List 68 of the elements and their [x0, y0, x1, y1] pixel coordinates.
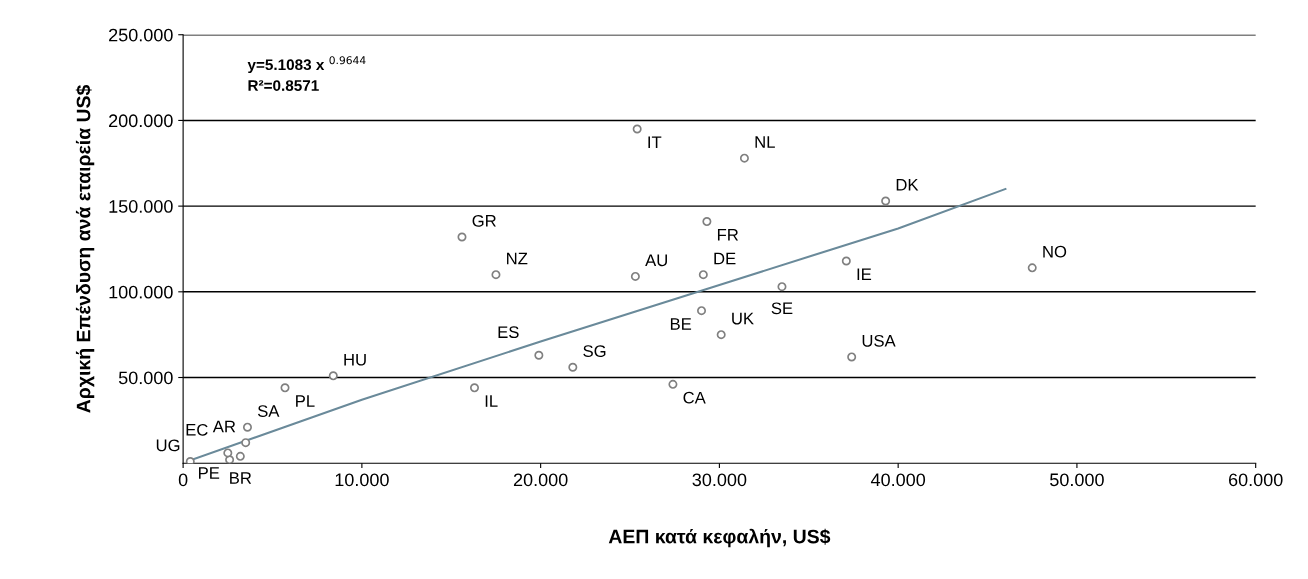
annotation: GR — [472, 214, 496, 227]
point — [534, 350, 544, 360]
point — [185, 456, 195, 464]
annotation: BE — [670, 318, 692, 330]
annotation: EC — [186, 423, 208, 436]
point — [716, 330, 726, 340]
point — [328, 371, 338, 381]
annotation: IL — [485, 395, 498, 407]
x-tick-label: 50.000 — [1050, 473, 1104, 487]
annotation: HU — [344, 353, 366, 366]
x-tick-label: 40.000 — [870, 473, 926, 487]
point — [630, 271, 640, 281]
point — [242, 422, 252, 432]
point — [847, 352, 857, 362]
annotation: PE — [199, 467, 220, 479]
annotation: UG — [156, 439, 180, 452]
annotation: USA — [862, 334, 896, 347]
annotation: PL — [296, 395, 315, 407]
point — [697, 306, 707, 316]
point — [457, 232, 467, 242]
annotation: R²=0.8571 — [248, 80, 319, 91]
point — [702, 217, 712, 227]
annotation: y=5.1083 x $^{0.9644}$ — [247, 56, 366, 74]
annotation: IT — [648, 136, 662, 149]
y-tick-label: 100.000 — [109, 285, 173, 299]
annotation: SE — [771, 302, 793, 315]
annotation: DE — [714, 252, 736, 265]
annotation: AR — [212, 420, 236, 433]
x-tick-label: 30.000 — [692, 473, 747, 487]
x-tick-label: 0 — [178, 473, 188, 487]
point — [241, 438, 251, 448]
annotation: BR — [230, 472, 252, 484]
point — [280, 383, 290, 393]
annotation: UK — [732, 312, 754, 325]
point — [668, 379, 678, 389]
point — [698, 270, 708, 280]
y-tick-label: 250.000 — [109, 28, 173, 42]
annotation: NO — [1043, 245, 1067, 258]
point — [1027, 263, 1037, 273]
annotation: IE — [857, 268, 872, 280]
point — [225, 455, 235, 464]
y-axis-title: Αρχική Επένδυση ανά εταιρεία US$ — [75, 84, 95, 413]
y-tick-label: 50.000 — [118, 371, 173, 385]
annotation: AU — [645, 254, 667, 267]
point — [235, 451, 245, 461]
point — [881, 196, 891, 206]
annotation: NZ — [507, 252, 528, 265]
annotation: ES — [498, 326, 519, 339]
x-tick-label: 10.000 — [335, 473, 389, 487]
x-tick-label: 20.000 — [513, 473, 568, 487]
annotation: NL — [755, 136, 775, 148]
annotation: DK — [896, 179, 919, 191]
x-axis-title: ΑΕΠ κατά κεφαλήν, US$ — [608, 528, 831, 548]
annotation: CA — [683, 391, 706, 404]
point — [739, 153, 749, 163]
point — [491, 270, 501, 280]
annotation: SA — [257, 405, 280, 417]
point — [469, 383, 480, 393]
x-tick-label: 60.000 — [1228, 473, 1283, 487]
y-tick-label: 200.000 — [109, 114, 173, 128]
point — [841, 256, 851, 266]
y-tick-label: 150.000 — [109, 200, 173, 213]
point — [777, 282, 787, 292]
point — [632, 124, 642, 134]
point — [223, 448, 233, 458]
annotation: SG — [583, 345, 606, 357]
point — [568, 362, 578, 372]
annotation: FR — [717, 229, 739, 241]
